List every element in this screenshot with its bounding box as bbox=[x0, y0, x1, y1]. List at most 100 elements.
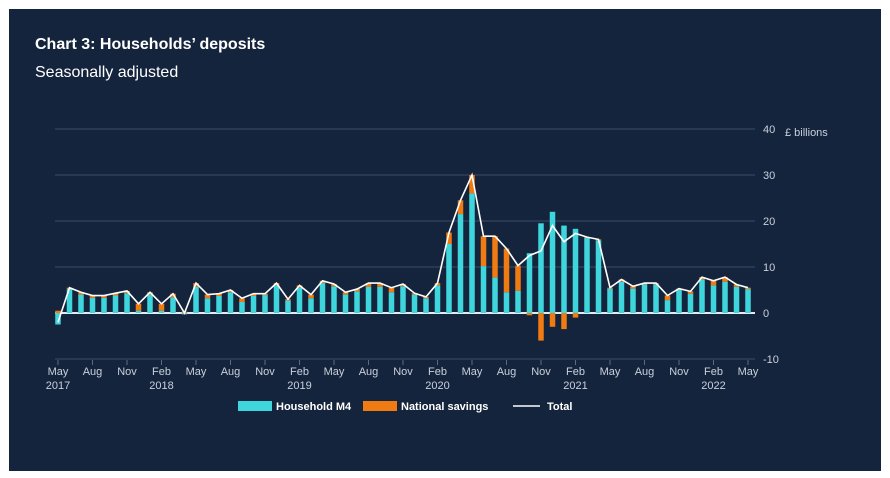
bar-national-savings bbox=[227, 290, 234, 293]
bar-household-m4 bbox=[630, 288, 636, 313]
bar-national-savings bbox=[342, 292, 349, 295]
y-axis-label: £ billions bbox=[785, 127, 828, 139]
x-tick-month: Aug bbox=[635, 366, 655, 378]
bar-household-m4 bbox=[653, 284, 659, 313]
x-tick-month: Feb bbox=[566, 366, 585, 378]
bar-household-m4 bbox=[664, 300, 671, 313]
bar-household-m4 bbox=[480, 266, 487, 313]
chart-panel bbox=[9, 9, 881, 471]
x-tick-month: Feb bbox=[428, 366, 447, 378]
bar-national-savings bbox=[446, 232, 452, 244]
bar-household-m4 bbox=[618, 281, 625, 313]
bar-national-savings bbox=[687, 291, 694, 294]
bar-national-savings bbox=[400, 284, 406, 287]
bar-household-m4 bbox=[745, 289, 751, 313]
bar-national-savings bbox=[722, 277, 728, 282]
bar-household-m4 bbox=[584, 238, 590, 313]
x-tick-year: 2017 bbox=[46, 380, 70, 392]
legend-label-national-savings: National savings bbox=[401, 401, 488, 413]
chart-title: Chart 3: Households’ deposits bbox=[35, 36, 266, 53]
bar-national-savings bbox=[101, 295, 107, 298]
bar-household-m4 bbox=[147, 294, 153, 313]
bar-household-m4 bbox=[135, 310, 142, 313]
x-tick-month: May bbox=[738, 366, 759, 378]
x-tick-month: Nov bbox=[393, 366, 413, 378]
bar-national-savings bbox=[147, 292, 153, 295]
x-tick-month: May bbox=[324, 366, 345, 378]
x-tick-month: Feb bbox=[290, 366, 309, 378]
bar-household-m4 bbox=[66, 289, 73, 313]
total-line-group bbox=[57, 172, 749, 323]
bar-national-savings bbox=[469, 175, 475, 194]
bar-national-savings bbox=[480, 236, 487, 267]
bar-household-m4 bbox=[595, 240, 602, 313]
bar-household-m4 bbox=[400, 286, 406, 313]
bar-household-m4 bbox=[699, 279, 705, 313]
bar-household-m4 bbox=[607, 288, 613, 313]
x-tick-month: Aug bbox=[221, 366, 241, 378]
bar-household-m4 bbox=[526, 253, 533, 313]
bar-household-m4 bbox=[273, 285, 280, 313]
bar-household-m4 bbox=[561, 225, 567, 313]
bar-household-m4 bbox=[515, 290, 521, 313]
bar-national-savings bbox=[503, 248, 510, 293]
y-tick-label: 10 bbox=[763, 262, 775, 274]
total-line bbox=[57, 172, 749, 323]
bar-national-savings bbox=[365, 283, 372, 287]
bar-national-savings bbox=[745, 287, 751, 290]
x-tick-year: 2021 bbox=[563, 380, 587, 392]
x-tick-month: May bbox=[600, 366, 621, 378]
bar-household-m4 bbox=[331, 286, 337, 313]
x-tick-year: 2022 bbox=[701, 380, 725, 392]
bar-national-savings bbox=[55, 310, 61, 313]
bar-household-m4 bbox=[250, 295, 257, 313]
bar-household-m4 bbox=[641, 284, 648, 313]
bar-national-savings bbox=[377, 283, 383, 287]
bar-household-m4 bbox=[170, 297, 176, 313]
chart-subtitle: Seasonally adjusted bbox=[35, 64, 179, 81]
bar-household-m4 bbox=[55, 313, 61, 325]
bar-national-savings bbox=[515, 265, 521, 291]
bar-household-m4 bbox=[434, 285, 441, 313]
x-tick-year: 2020 bbox=[425, 380, 449, 392]
bar-household-m4 bbox=[285, 300, 291, 313]
bar-household-m4 bbox=[687, 293, 694, 313]
bar-national-savings bbox=[204, 294, 211, 299]
bar-national-savings bbox=[239, 298, 245, 302]
bar-national-savings bbox=[89, 295, 96, 298]
x-tick-month: Aug bbox=[359, 366, 379, 378]
bar-household-m4 bbox=[503, 292, 510, 313]
bar-household-m4 bbox=[411, 294, 418, 313]
legend-swatch-household-m4 bbox=[238, 401, 272, 411]
x-tick-year: 2019 bbox=[287, 380, 311, 392]
bar-household-m4 bbox=[89, 297, 96, 313]
bar-national-savings bbox=[354, 289, 360, 292]
bar-national-savings bbox=[216, 293, 222, 296]
bar-household-m4 bbox=[124, 293, 130, 313]
bar-household-m4 bbox=[239, 301, 245, 313]
bar-national-savings bbox=[572, 313, 579, 318]
x-tick-month: Feb bbox=[152, 366, 171, 378]
bar-national-savings bbox=[526, 313, 533, 316]
y-axis-ticks: 40 30 20 10 0 -10 bbox=[763, 124, 779, 366]
bar-household-m4 bbox=[193, 286, 199, 313]
bar-national-savings bbox=[112, 293, 119, 296]
x-tick-month: May bbox=[462, 366, 483, 378]
bar-national-savings bbox=[630, 286, 636, 289]
y-tick-label: 20 bbox=[763, 216, 775, 228]
bar-household-m4 bbox=[377, 286, 383, 313]
x-tick-month: Nov bbox=[669, 366, 689, 378]
bar-national-savings bbox=[78, 292, 84, 295]
legend-label-household-m4: Household M4 bbox=[276, 401, 352, 413]
bar-household-m4 bbox=[204, 298, 211, 313]
bars bbox=[55, 175, 751, 341]
bar-household-m4 bbox=[101, 297, 107, 313]
bar-household-m4 bbox=[733, 286, 740, 313]
bar-household-m4 bbox=[158, 310, 165, 313]
bar-national-savings bbox=[135, 303, 142, 311]
legend-swatch-national-savings bbox=[363, 401, 397, 411]
bar-household-m4 bbox=[538, 223, 544, 313]
bar-national-savings bbox=[538, 313, 544, 341]
bar-household-m4 bbox=[319, 283, 326, 313]
